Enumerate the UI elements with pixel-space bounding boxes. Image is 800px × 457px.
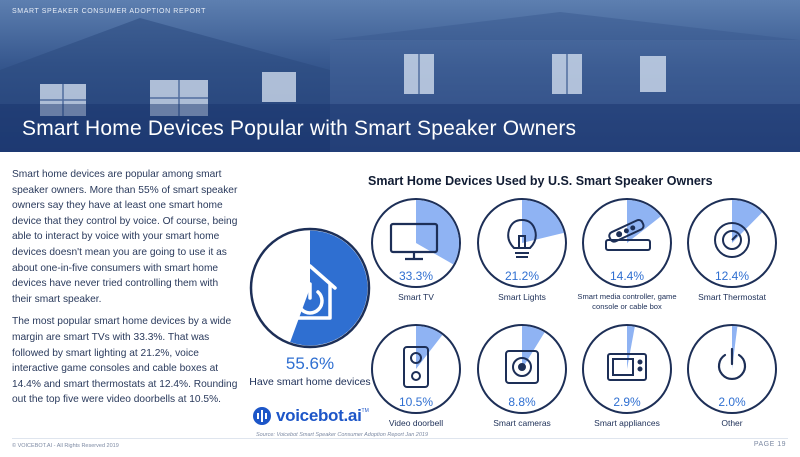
device-pie: 21.2% (477, 198, 567, 288)
highlight-percent: 55.6% (285, 354, 335, 373)
device-label: Smart Lights (498, 292, 546, 302)
pie-value-label: 2.9% (613, 395, 641, 409)
device-label: Other (721, 418, 743, 428)
pie-slice (732, 200, 763, 243)
device-pie: 33.3% (371, 198, 461, 288)
pie-value-label: 33.3% (399, 269, 433, 283)
device-cell: 12.4% Smart Thermostat (684, 196, 780, 302)
pie-value-label: 2.0% (718, 395, 746, 409)
copyright: © VOICEBOT.AI - All Rights Reserved 2019 (12, 443, 119, 449)
device-cell: 33.3% Smart TV (368, 196, 464, 302)
body-text: Smart home devices are popular among sma… (12, 167, 240, 408)
device-label: Video doorbell (388, 418, 444, 428)
report-label: SMART SPEAKER CONSUMER ADOPTION REPORT (12, 8, 206, 15)
pie-slice (522, 200, 564, 243)
device-cell: 10.5% Video doorbell (368, 322, 464, 428)
device-cell: 2.0% Other (684, 322, 780, 428)
pie-slice (522, 326, 545, 369)
logo-text: voicebot.ai (276, 406, 362, 425)
pie-value-label: 14.4% (610, 269, 644, 283)
device-cell: 21.2% Smart Lights (474, 196, 570, 302)
pie-value-label: 8.8% (508, 395, 536, 409)
device-pie: 10.5% (371, 324, 461, 414)
highlight-label: Have smart home devices (249, 376, 371, 388)
page-title: Smart Home Devices Popular with Smart Sp… (22, 117, 577, 140)
pie-slice (732, 326, 738, 369)
power-home-icon (283, 264, 337, 320)
body-paragraph-1: Smart home devices are popular among sma… (12, 169, 238, 305)
voicebot-logo: voicebot.ai TM (252, 405, 369, 427)
logo-tm: TM (361, 408, 369, 414)
device-pie: 2.9% (582, 324, 672, 414)
highlight-pie (249, 227, 371, 349)
device-label: Smart appliances (594, 418, 660, 428)
pie-slice (416, 326, 443, 369)
doorbell-icon (403, 346, 429, 388)
pie-value-label: 21.2% (505, 269, 539, 283)
logo-mark-icon (253, 407, 271, 425)
device-pie: 14.4% (582, 198, 672, 288)
device-cell: 8.8% Smart cameras (474, 322, 570, 428)
device-label: Smart media controller, game console or … (577, 292, 677, 311)
hero-banner: SMART SPEAKER CONSUMER ADOPTION REPORT S… (0, 0, 800, 152)
thermostat-icon (714, 222, 750, 258)
device-pie: 8.8% (477, 324, 567, 414)
source-note: Source: Voicebot Smart Speaker Consumer … (256, 432, 429, 438)
device-label: Smart cameras (493, 418, 551, 428)
chart-title: Smart Home Devices Used by U.S. Smart Sp… (368, 174, 713, 188)
device-pie: 2.0% (687, 324, 777, 414)
pie-value-label: 12.4% (715, 269, 749, 283)
tv-icon (389, 222, 439, 261)
lightbulb-icon (507, 218, 537, 258)
appliance-icon (607, 353, 647, 381)
house-background (0, 12, 800, 152)
footer-divider (12, 438, 788, 439)
camera-icon (505, 350, 539, 384)
power-icon (717, 347, 747, 380)
device-cell: 2.9% Smart appliances (579, 322, 675, 428)
page-number: PAGE 19 (753, 441, 786, 448)
body-paragraph-2: The most popular smart home devices by a… (12, 316, 238, 406)
pie-value-label: 10.5% (399, 395, 433, 409)
device-cell: 14.4% Smart media controller, game conso… (577, 196, 677, 311)
device-label: Smart Thermostat (698, 292, 766, 302)
device-pie: 12.4% (687, 198, 777, 288)
device-label: Smart TV (398, 292, 434, 302)
remote-icon (605, 218, 651, 251)
